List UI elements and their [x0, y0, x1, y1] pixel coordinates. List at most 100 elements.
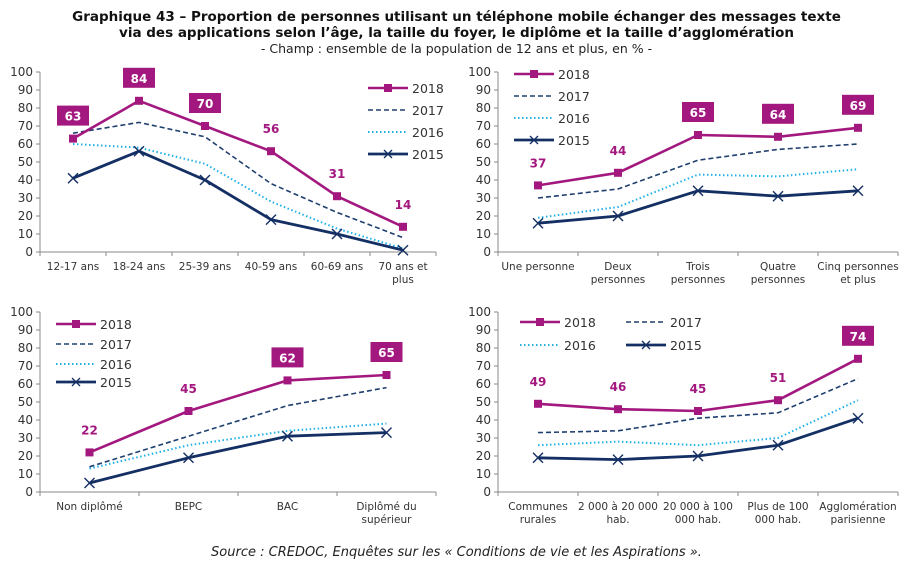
x-category-label: 000 hab.	[755, 514, 801, 526]
y-tick-label: 100	[468, 305, 491, 319]
legend-item-2016: 2016	[56, 357, 132, 372]
legend-label: 2015	[412, 147, 444, 162]
y-tick-label: 0	[25, 245, 33, 259]
data-label: 31	[329, 167, 346, 181]
y-tick-label: 80	[18, 341, 33, 355]
chart-age: 0 10 20 30 40 50 60 70 80 90 100 12-17 ans 18-24 ans…	[10, 65, 444, 286]
x-category-label: parisienne	[831, 514, 886, 526]
data-point-2015	[772, 190, 784, 202]
legend-item-2018: 2018	[520, 315, 596, 330]
data-point-2018	[694, 131, 702, 139]
y-tick-label: 80	[476, 341, 491, 355]
x-category-label: rurales	[520, 514, 557, 526]
series-line-2018	[72, 99, 404, 228]
data-point-2015	[692, 185, 704, 197]
y-tick-label: 70	[476, 119, 491, 133]
legend-item-2018: 2018	[514, 67, 590, 82]
x-category-label: Agglomération	[819, 501, 896, 513]
y-tick-label: 30	[18, 191, 33, 205]
series-line-2015	[537, 416, 859, 462]
x-category-label: 40-59 ans	[245, 261, 297, 273]
legend-label: 2018	[412, 81, 444, 96]
series-line-2015	[537, 189, 859, 225]
y-tick-label: 20	[476, 449, 491, 463]
data-point-2018	[201, 122, 209, 130]
data-point-2018	[85, 448, 94, 457]
y-tick-label: 10	[18, 467, 33, 481]
legend-marker	[536, 318, 544, 326]
chart-title-line2: via des applications selon l’âge, la tai…	[119, 25, 794, 41]
legend-item-2017: 2017	[514, 89, 590, 104]
data-label: 65	[690, 106, 707, 120]
data-label: 65	[378, 346, 395, 360]
chart-subtitle: - Champ : ensemble de la population de 1…	[260, 41, 653, 56]
y-tick-label: 80	[476, 101, 491, 115]
x-category-label: Cinq personnes	[817, 261, 898, 273]
legend-label: 2015	[558, 133, 590, 148]
x-category-label: supérieur	[362, 514, 413, 526]
data-label: 46	[610, 380, 627, 394]
data-label: 37	[530, 156, 547, 170]
data-point-2018	[854, 354, 862, 363]
legend-marker	[72, 320, 80, 328]
y-tick-label: 70	[18, 359, 33, 373]
x-category-label: et plus	[840, 274, 876, 286]
legend-label: 2018	[558, 67, 590, 82]
legend-item-2017: 2017	[56, 337, 132, 352]
x-category-label: Trois	[685, 261, 710, 273]
data-point-2015	[67, 172, 79, 184]
legend-item-2015: 2015	[626, 338, 702, 353]
legend-item-2016: 2016	[514, 111, 590, 126]
legend-marker	[529, 135, 539, 145]
data-label-box	[842, 325, 874, 346]
y-tick-label: 40	[18, 173, 33, 187]
data-point-2015	[282, 430, 293, 442]
data-label: 51	[770, 371, 787, 385]
data-label-box	[57, 105, 89, 126]
legend-label: 2016	[100, 357, 132, 372]
x-category-label: 000 hab.	[675, 514, 721, 526]
data-label: 14	[395, 198, 412, 212]
y-tick-label: 80	[18, 101, 33, 115]
legend-marker	[641, 340, 651, 350]
series-line-2016	[72, 143, 404, 250]
data-point-2015	[772, 439, 784, 451]
y-tick-label: 70	[18, 119, 33, 133]
y-tick-label: 90	[476, 323, 491, 337]
x-category-label: 70 ans et	[378, 261, 427, 273]
y-tick-label: 0	[25, 485, 33, 499]
data-point-2018	[534, 181, 542, 190]
source-note: Source : CREDOC, Enquêtes sur les « Cond…	[211, 545, 702, 560]
chart-title-line1: Graphique 43 – Proportion de personnes u…	[72, 9, 841, 25]
legend-label: 2015	[670, 338, 702, 353]
legend-label: 2017	[412, 103, 444, 118]
data-point-2018	[283, 376, 292, 385]
legend-marker	[71, 377, 81, 387]
y-tick-label: 60	[476, 137, 491, 151]
data-point-2018	[184, 407, 193, 415]
data-point-2015	[692, 450, 704, 462]
legend-item-2018: 2018	[368, 81, 444, 96]
data-point-2015	[133, 145, 145, 157]
x-category-label: Quatre	[760, 261, 796, 273]
legend-item-2015: 2015	[514, 133, 590, 148]
y-tick-label: 40	[476, 413, 491, 427]
data-label: 64	[770, 108, 787, 122]
x-category-label: personnes	[671, 274, 726, 286]
data-label: 45	[180, 382, 197, 396]
data-label: 63	[65, 110, 82, 124]
legend-item-2018: 2018	[56, 317, 132, 332]
x-category-label: personnes	[751, 274, 806, 286]
data-label: 49	[530, 375, 547, 389]
data-point-2018	[614, 405, 622, 414]
y-tick-label: 0	[483, 485, 491, 499]
x-category-label: Diplômé du	[356, 501, 416, 513]
y-tick-label: 30	[18, 431, 33, 445]
data-point-2018	[399, 222, 407, 231]
y-tick-label: 70	[476, 359, 491, 373]
legend-label: 2018	[100, 317, 132, 332]
data-point-2015	[612, 454, 624, 466]
data-label: 45	[690, 382, 707, 396]
y-tick-label: 60	[476, 377, 491, 391]
